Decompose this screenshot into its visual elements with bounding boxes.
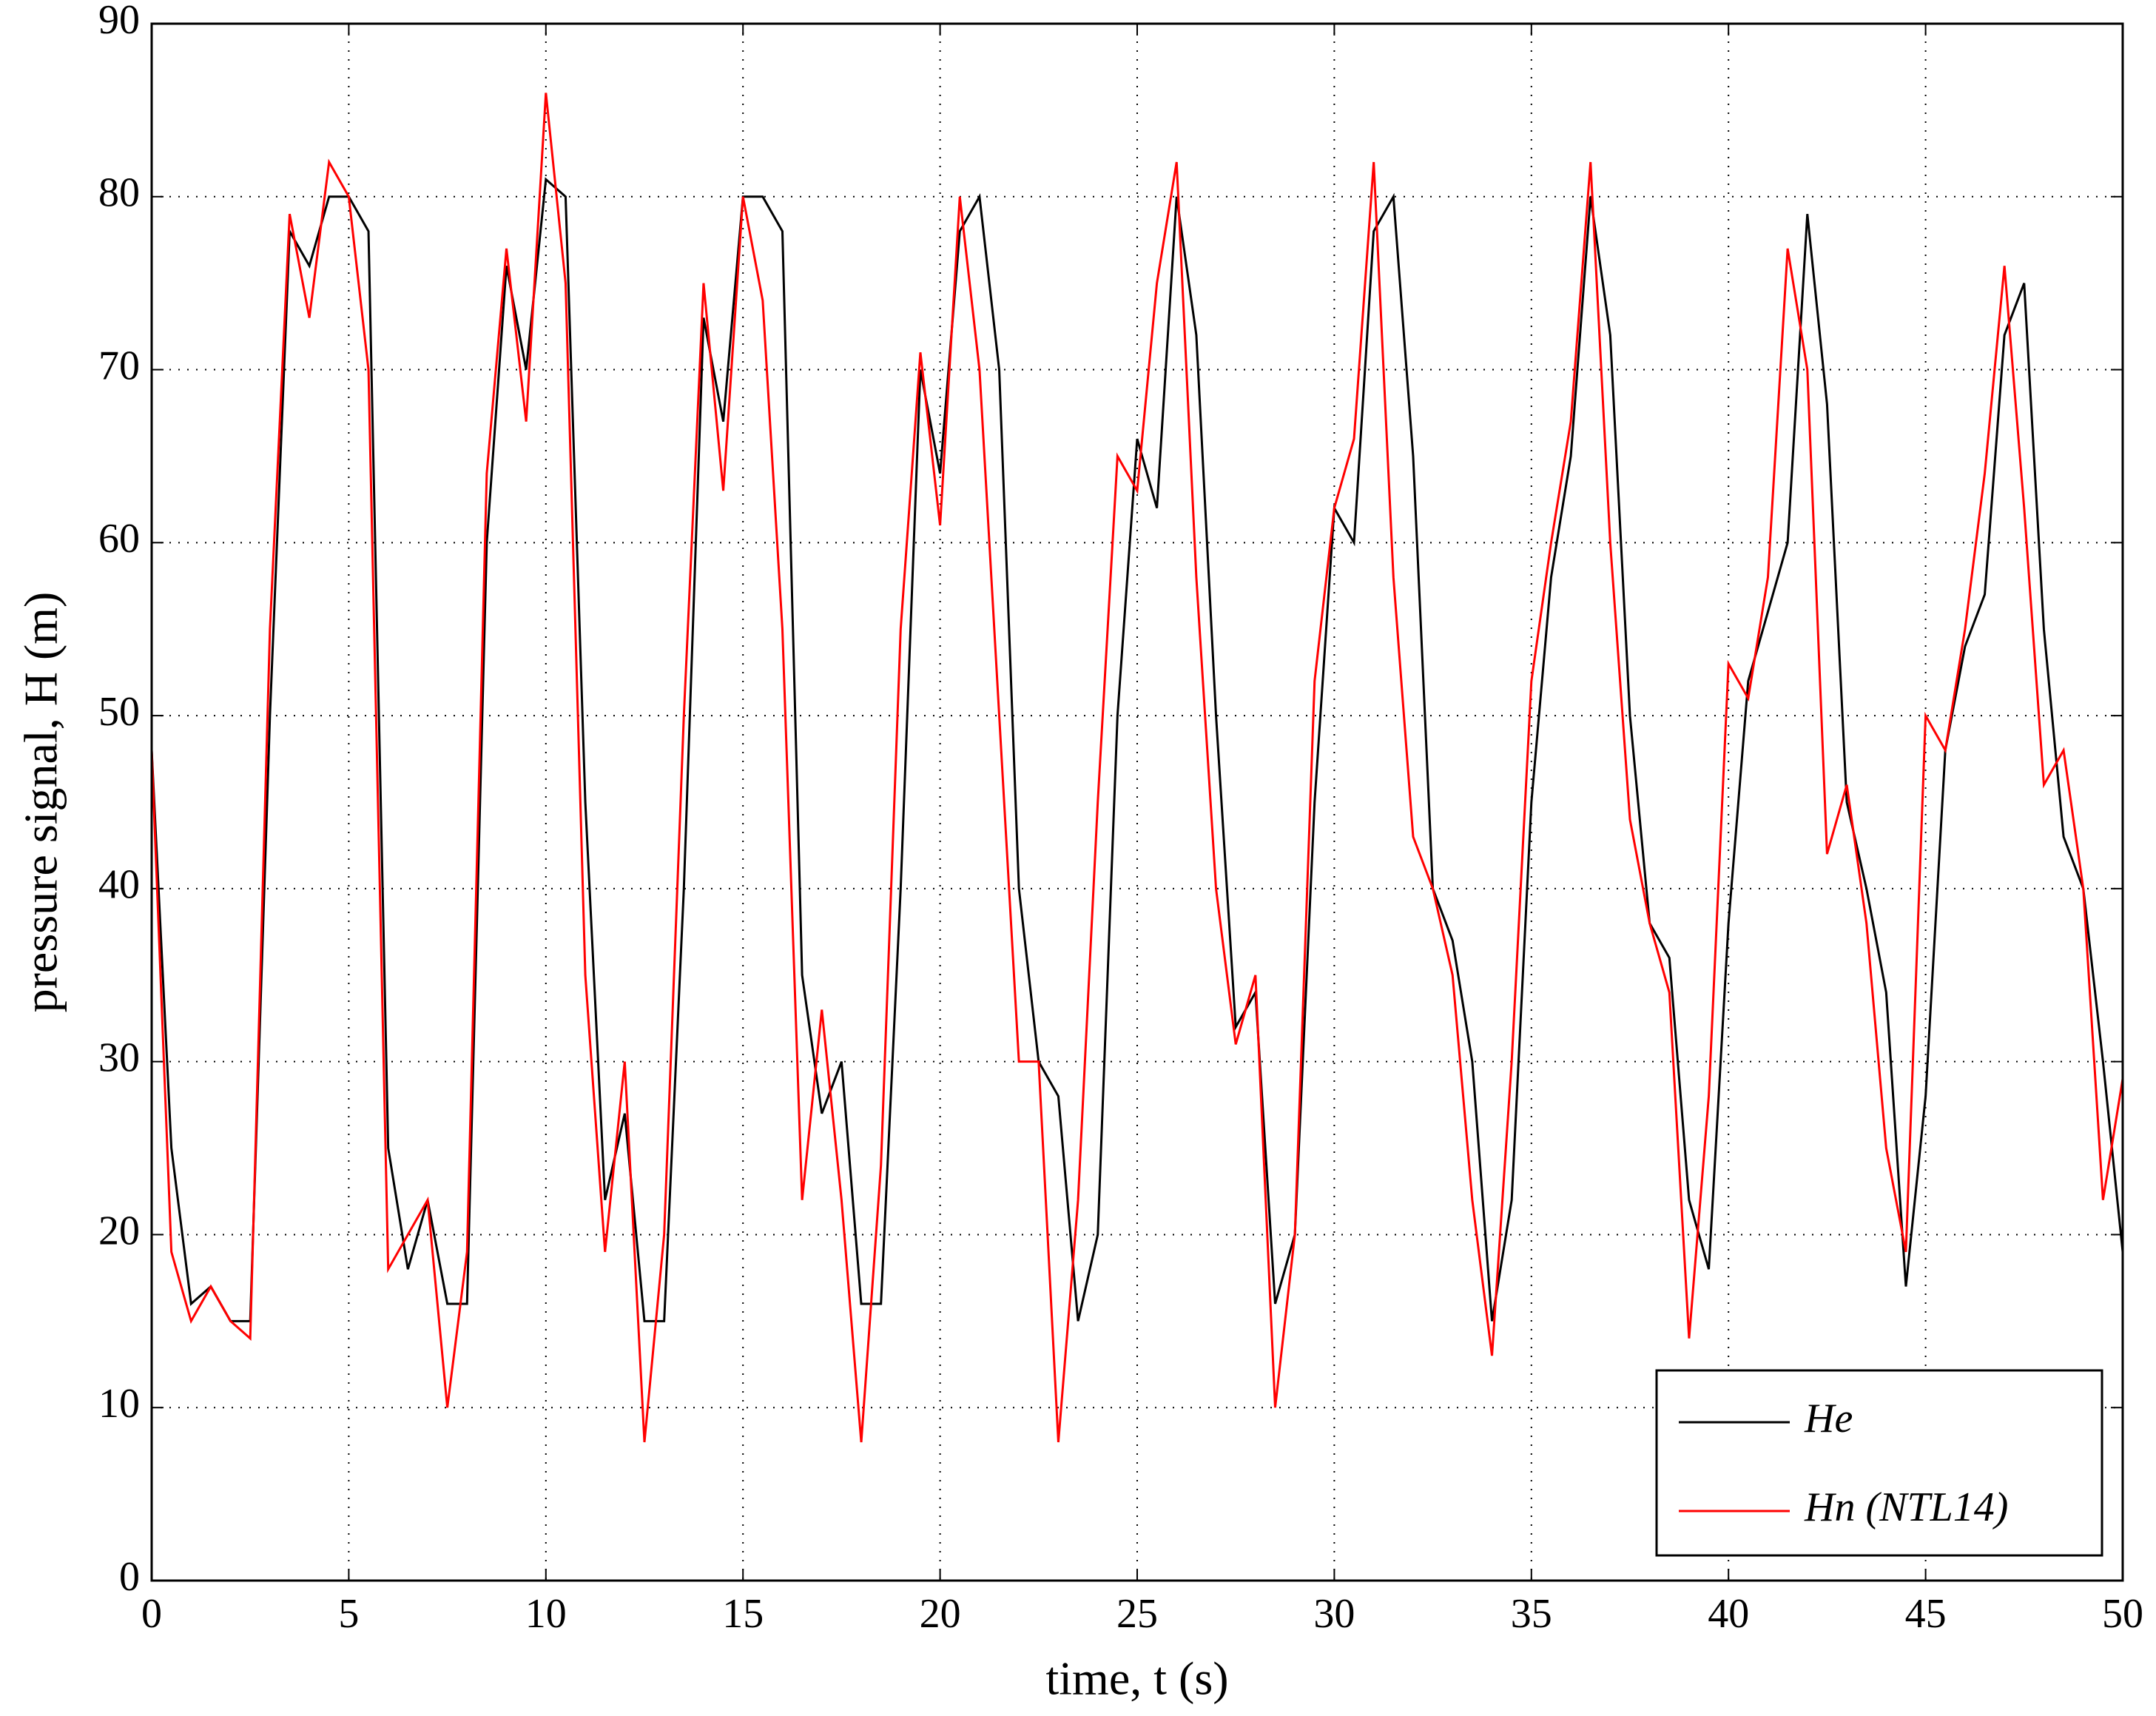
plot-frame [150,22,2124,1582]
x-tick-label: 25 [1116,1591,1158,1637]
x-tick-label: 5 [338,1591,359,1637]
y-tick-label: 0 [119,1554,140,1600]
x-tick-label: 45 [1905,1591,1947,1637]
y-tick-label: 70 [98,343,140,388]
x-tick-label: 20 [920,1591,961,1637]
y-tick-label: 30 [98,1035,140,1081]
x-tick-label: 30 [1313,1591,1355,1637]
y-tick-label: 20 [98,1208,140,1254]
y-tick-label: 60 [98,516,140,562]
y-tick-label: 40 [98,862,140,908]
y-tick-label: 90 [98,0,140,43]
y-tick-label: 50 [98,689,140,735]
data-line [150,177,2124,1322]
legend-box [1655,1369,2103,1557]
x-tick-label: 10 [525,1591,567,1637]
data-line [150,92,2124,1443]
x-tick-label: 35 [1511,1591,1552,1637]
x-tick-label: 50 [2102,1591,2143,1637]
x-tick-label: 40 [1708,1591,1749,1637]
legend-label: He [1804,1396,1853,1441]
y-tick-label: 10 [98,1381,140,1427]
y-axis-label: pressure signal, H (m) [15,592,67,1013]
legend-label: Hn (NTL14) [1804,1484,2008,1530]
x-tick-label: 15 [722,1591,764,1637]
y-tick-label: 80 [98,170,140,216]
x-tick-label: 0 [141,1591,162,1637]
x-axis-label: time, t (s) [1045,1652,1228,1705]
